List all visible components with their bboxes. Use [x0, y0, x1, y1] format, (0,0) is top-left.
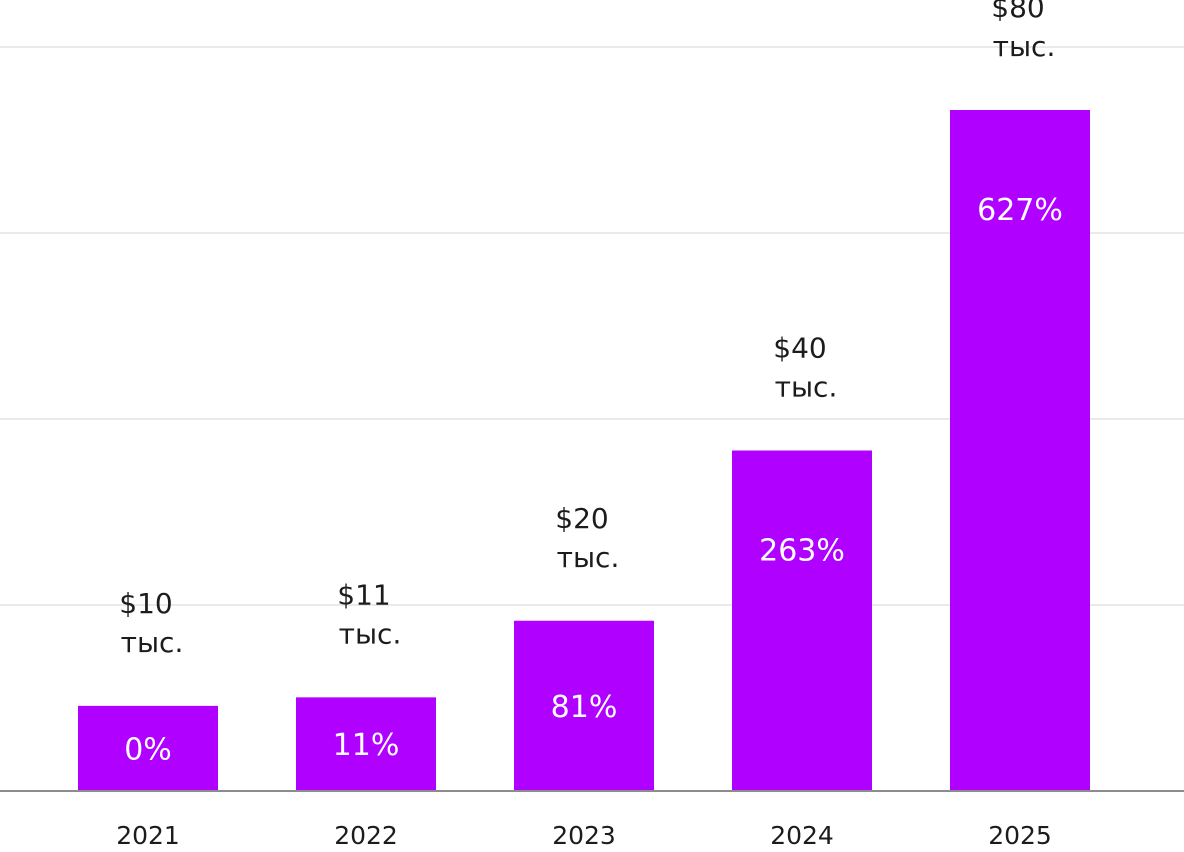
- bar-2021: [78, 705, 218, 791]
- category-label-2025: 2025: [988, 821, 1052, 850]
- bars: [78, 110, 1090, 791]
- value-label-2024: $40 тыс.: [773, 332, 837, 404]
- value-label-2021: $10 тыс.: [119, 587, 183, 659]
- labels: 0% $10 тыс. 2021 11% $11 тыс. 2022 81% $20 тыс. 202…: [116, 0, 1063, 850]
- value-unit: тыс.: [339, 617, 402, 650]
- category-label-2021: 2021: [116, 821, 180, 850]
- growth-label-2023: 81%: [551, 690, 618, 725]
- bar-2025: [950, 110, 1090, 791]
- growth-label-2025: 627%: [977, 193, 1063, 228]
- value-amount: $80: [991, 0, 1044, 24]
- value-label-2025: $80 тыс.: [991, 0, 1055, 63]
- category-label-2023: 2023: [552, 821, 616, 850]
- value-label-2022: $11 тыс.: [337, 578, 401, 650]
- value-amount: $40: [773, 332, 826, 365]
- value-unit: тыс.: [993, 30, 1056, 63]
- value-label-2023: $20 тыс.: [555, 502, 619, 574]
- bar-2022: [296, 697, 436, 791]
- value-unit: тыс.: [775, 371, 838, 404]
- category-label-2022: 2022: [334, 821, 398, 850]
- bar-2024: [732, 450, 872, 791]
- growth-label-2024: 263%: [759, 534, 845, 569]
- value-amount: $10: [119, 587, 172, 620]
- bar-2023: [514, 620, 654, 791]
- growth-label-2022: 11%: [333, 728, 400, 763]
- value-amount: $11: [337, 578, 390, 611]
- value-amount: $20: [555, 502, 608, 535]
- category-label-2024: 2024: [770, 821, 834, 850]
- value-unit: тыс.: [121, 626, 184, 659]
- growth-label-2021: 0%: [124, 732, 172, 767]
- value-unit: тыс.: [557, 541, 620, 574]
